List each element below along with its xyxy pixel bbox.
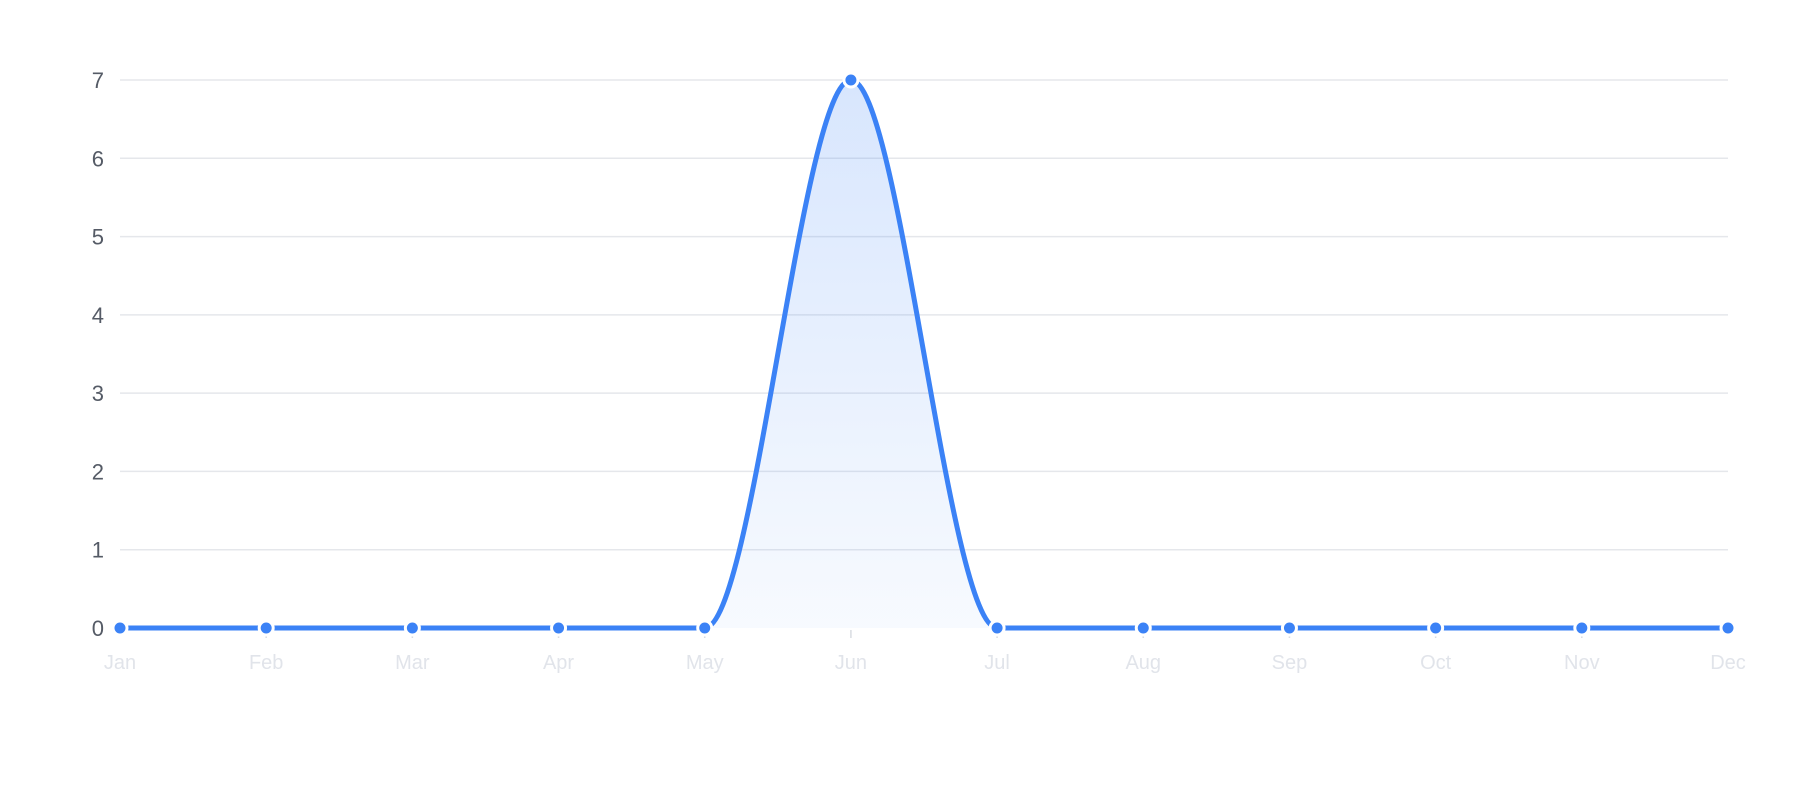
data-point-sep[interactable]: [1280, 619, 1298, 637]
x-tick-label: Jan: [104, 652, 136, 674]
series-line: [117, 77, 1731, 631]
x-tick-label: Aug: [1125, 652, 1161, 674]
data-point-jul[interactable]: [988, 619, 1006, 637]
x-axis: Jan Feb Mar Apr May Jun Jul Aug Sep Oct Nov Dec: [104, 630, 1746, 674]
x-tick-label: Dec: [1710, 652, 1746, 674]
x-tick-label: Oct: [1420, 652, 1452, 674]
x-tick-label: Jun: [835, 652, 867, 674]
x-tick-label: Mar: [395, 652, 430, 674]
data-point-aug[interactable]: [1134, 619, 1152, 637]
x-tick-label: May: [686, 652, 724, 674]
x-tick-label: Nov: [1564, 652, 1600, 674]
data-point-jan[interactable]: [111, 619, 129, 637]
data-point-mar[interactable]: [403, 619, 421, 637]
series-layer: [117, 77, 1731, 631]
x-tick-label: Feb: [249, 652, 283, 674]
data-point-apr[interactable]: [550, 619, 568, 637]
y-tick-label: 5: [92, 225, 104, 250]
data-point-nov[interactable]: [1573, 619, 1591, 637]
y-tick-label: 6: [92, 146, 104, 171]
x-tick-label: Jul: [984, 652, 1010, 674]
data-points: [111, 71, 1737, 637]
y-tick-label: 1: [92, 538, 104, 563]
data-point-may[interactable]: [696, 619, 714, 637]
data-point-oct[interactable]: [1427, 619, 1445, 637]
y-tick-label: 2: [92, 459, 104, 484]
x-tick-label: Sep: [1272, 652, 1308, 674]
y-axis: 0 1 2 3 4 5 6 7: [92, 68, 104, 641]
data-point-jun[interactable]: [842, 71, 860, 89]
data-point-feb[interactable]: [257, 619, 275, 637]
y-tick-label: 3: [92, 381, 104, 406]
data-point-dec[interactable]: [1719, 619, 1737, 637]
x-tick-label: Apr: [543, 652, 574, 674]
y-tick-label: 0: [92, 616, 104, 641]
y-tick-label: 7: [92, 68, 104, 93]
y-tick-label: 4: [92, 303, 104, 328]
